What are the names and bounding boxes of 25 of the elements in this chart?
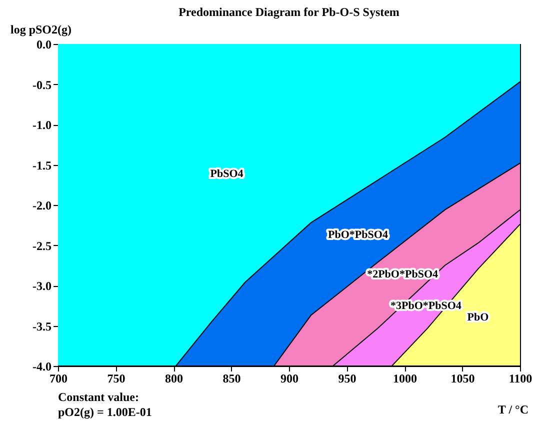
y-tick-label: 0.0	[36, 38, 52, 52]
series-label: PbO*PbSO4	[328, 229, 388, 242]
y-tick-label: -3.5	[32, 319, 52, 334]
chart-title: Predominance Diagram for Pb-O-S System	[178, 5, 400, 19]
y-axis-title: log pSO2(g)	[10, 22, 72, 36]
x-axis-title: T / °C	[498, 402, 528, 416]
x-tick-label: 900	[280, 372, 298, 386]
y-tick-label: -2.0	[32, 198, 52, 212]
y-tick-label: -1.5	[32, 158, 52, 172]
x-tick-label: 800	[165, 372, 183, 386]
y-tick-label: -4.0	[32, 360, 52, 374]
series-label: PbO	[467, 311, 490, 324]
x-tick-label: 750	[107, 372, 126, 386]
x-tick-label: 700	[50, 372, 68, 386]
y-tick-label: -2.5	[32, 238, 52, 253]
y-tick-label: -0.5	[32, 78, 52, 92]
y-tick-label: -3.0	[32, 279, 52, 293]
x-tick-label: 1050	[450, 372, 475, 386]
x-tick-label: 950	[338, 372, 356, 386]
x-tick-label: 1100	[508, 372, 532, 386]
x-tick-label: 1000	[393, 372, 417, 386]
series-label: PbSO4	[210, 168, 244, 180]
x-tick-label: 850	[222, 372, 241, 386]
text: Constant value: pO2(g) = 1.00E-01	[58, 390, 152, 419]
y-tick-label: -1.0	[32, 118, 52, 132]
